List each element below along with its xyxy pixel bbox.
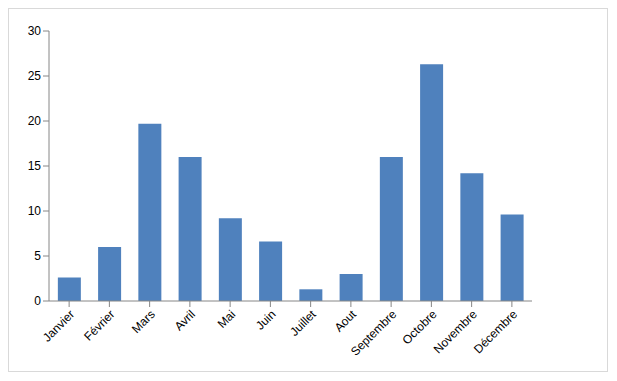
svg-text:Novembre: Novembre <box>430 307 480 357</box>
svg-text:Juin: Juin <box>253 307 278 332</box>
svg-text:20: 20 <box>28 114 42 128</box>
svg-text:Octobre: Octobre <box>399 307 439 347</box>
svg-text:10: 10 <box>28 204 42 218</box>
svg-text:30: 30 <box>28 24 42 38</box>
svg-text:15: 15 <box>28 159 42 173</box>
svg-text:0: 0 <box>34 294 41 308</box>
svg-text:Janvier: Janvier <box>40 307 77 344</box>
svg-text:Décembre: Décembre <box>471 307 520 356</box>
svg-text:Juillet: Juillet <box>287 307 319 339</box>
svg-text:Septembre: Septembre <box>348 307 400 359</box>
svg-text:25: 25 <box>28 69 42 83</box>
svg-text:Mars: Mars <box>129 307 158 336</box>
svg-text:Avril: Avril <box>172 307 198 333</box>
svg-text:5: 5 <box>34 249 41 263</box>
svg-text:Février: Février <box>81 307 117 343</box>
svg-text:Aout: Aout <box>332 307 360 335</box>
svg-text:Mai: Mai <box>215 307 239 331</box>
